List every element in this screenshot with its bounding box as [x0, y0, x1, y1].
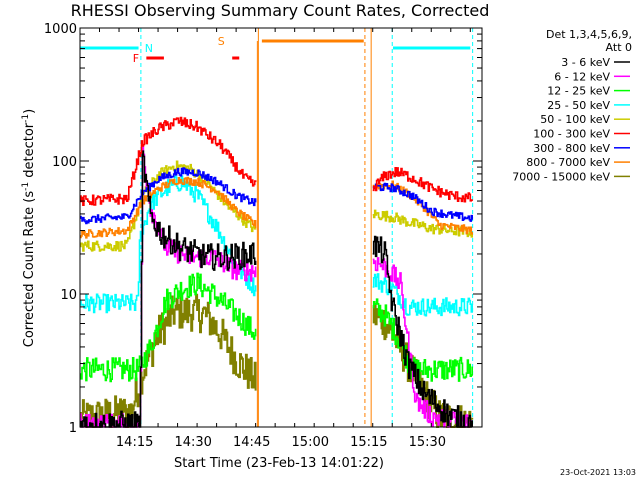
x-tick-label: 15:30	[409, 435, 446, 450]
series-line-8-pre	[80, 293, 257, 428]
series-line-0-pre	[80, 150, 257, 428]
legend-label: 50 - 100 keV	[540, 113, 610, 126]
series-line-5-post	[372, 167, 473, 203]
series-line-2-post	[372, 298, 473, 382]
series-4	[80, 160, 473, 252]
series-5	[80, 116, 473, 206]
series-line-4-post	[372, 209, 473, 238]
series-line-3-post	[372, 273, 473, 317]
series-7	[80, 176, 473, 239]
x-tick-label: 14:15	[116, 435, 153, 450]
chart-title: RHESSI Observing Summary Count Rates, Co…	[71, 1, 490, 20]
legend-label: 25 - 50 keV	[547, 99, 610, 112]
series-line-5-pre	[80, 116, 257, 206]
x-tick-label: 14:45	[233, 435, 270, 450]
legend-header-1: Det 1,3,4,5,6,9,	[546, 28, 632, 41]
legend-label: 300 - 800 keV	[533, 142, 610, 155]
x-tick-label: 14:30	[174, 435, 211, 450]
flag-label: N	[145, 42, 153, 55]
legend-label: 3 - 6 keV	[561, 56, 610, 69]
series-0	[80, 150, 473, 428]
y-label-end: )	[22, 109, 37, 114]
series-line-1-post	[372, 257, 473, 428]
y-label-mid: detector	[22, 122, 37, 182]
series-line-0-post	[372, 235, 473, 428]
y-axis: 1 10 100 1000	[44, 22, 482, 436]
y-label-sup1: -1	[21, 182, 31, 191]
legend-label: 6 - 12 keV	[554, 70, 610, 83]
y-label-sup2: -1	[21, 114, 31, 123]
flag-label: S	[218, 35, 225, 48]
timestamp: 23-Oct-2021 13:03	[560, 468, 636, 477]
x-tick-label: 15:15	[350, 435, 387, 450]
series-layer	[80, 116, 474, 428]
series-2	[80, 272, 473, 383]
observing-bands	[140, 28, 474, 427]
y-tick-label: 1	[69, 421, 77, 436]
series-line-7-pre	[80, 176, 257, 239]
flag-markers: NF S	[80, 35, 471, 65]
y-tick-label: 10	[60, 288, 77, 303]
y-tick-label: 1000	[44, 22, 77, 37]
x-tick-label: 15:00	[292, 435, 329, 450]
legend-label: 7000 - 15000 keV	[512, 170, 610, 183]
flag-label: F	[133, 52, 139, 65]
series-line-2-pre	[80, 272, 257, 383]
series-line-6-post	[372, 182, 473, 222]
y-label-main: Corrected Count Rate (s	[22, 191, 37, 348]
x-axis: 14:15 14:30 14:45 15:00 15:15 15:30	[79, 28, 471, 450]
plot-frame	[79, 27, 483, 428]
legend-label: 12 - 25 keV	[547, 85, 610, 98]
y-axis-label: Corrected Count Rate (s-1 detector-1)	[21, 109, 37, 347]
series-6	[80, 167, 473, 225]
y-tick-label: 100	[52, 155, 77, 170]
legend-label: 800 - 7000 keV	[526, 156, 610, 169]
series-line-4-pre	[80, 160, 257, 252]
legend-header-2: Att 0	[606, 41, 632, 54]
series-line-6-pre	[80, 167, 257, 225]
legend-label: 100 - 300 keV	[533, 128, 610, 141]
x-axis-label: Start Time (23-Feb-13 14:01:22)	[174, 456, 384, 471]
